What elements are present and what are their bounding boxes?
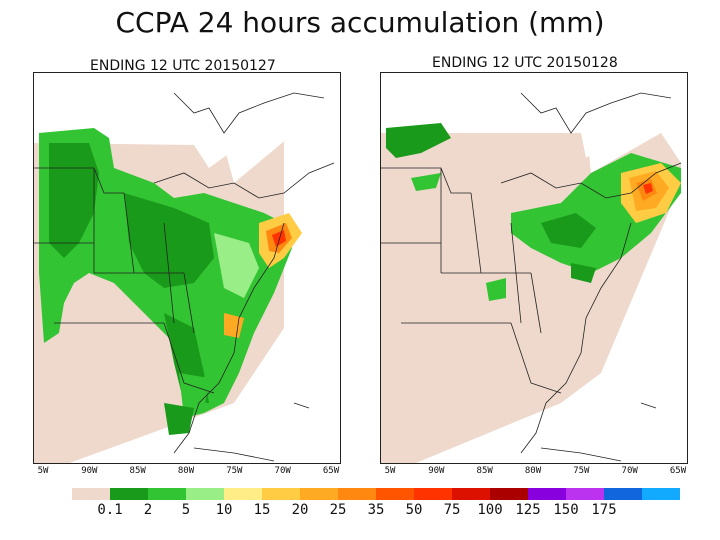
colorbar-label: 100 — [477, 502, 503, 518]
longitude-tick-label: 90W — [81, 466, 98, 476]
colorbar-swatch — [300, 488, 338, 500]
longitude-tick-label: 80W — [524, 466, 542, 476]
colorbar-label: 15 — [253, 502, 271, 518]
colorbar-swatch — [452, 488, 490, 500]
longitude-tick-label: 80W — [177, 466, 195, 476]
longitude-tick-label: 75W — [226, 466, 243, 476]
longitude-tick-label: 85W — [476, 466, 493, 476]
longitude-tick-label: 70W — [274, 466, 291, 476]
left-longitude-axis: 5W 90W 85W 80W 75W 70W 65W — [33, 466, 341, 478]
colorbar-swatch — [72, 488, 110, 500]
colorbar-swatch — [110, 488, 148, 500]
longitude-tick-label: 75W — [573, 466, 590, 476]
colorbar-label: 0.1 — [97, 502, 123, 518]
right-panel-label: ENDING 12 UTC 20150128 — [432, 55, 618, 71]
longitude-tick-label: 85W — [129, 466, 146, 476]
colorbar-label: 50 — [405, 502, 423, 518]
colorbar-swatch — [262, 488, 300, 500]
colorbar-swatch — [566, 488, 604, 500]
colorbar-swatch — [186, 488, 224, 500]
left-precip-map — [33, 72, 341, 464]
longitude-tick-label: 90W — [428, 466, 445, 476]
right-precip-map — [380, 72, 688, 464]
colorbar-swatch — [528, 488, 566, 500]
right-longitude-axis: 5W 90W 85W 80W 75W 70W 65W — [380, 466, 688, 478]
colorbar-labels: 0.1 2 5 10 15 20 25 35 50 75 100 125 150 175 — [72, 502, 648, 518]
colorbar-swatch — [604, 488, 642, 500]
colorbar-label: 20 — [291, 502, 309, 518]
right-map-graphic — [381, 73, 687, 463]
colorbar-swatch — [338, 488, 376, 500]
colorbar-label: 10 — [215, 502, 233, 518]
longitude-tick-label: 70W — [621, 466, 638, 476]
left-map-graphic — [34, 73, 340, 463]
colorbar-swatch — [376, 488, 414, 500]
colorbar-swatch — [414, 488, 452, 500]
colorbar-label: 125 — [515, 502, 541, 518]
colorbar-label: 35 — [367, 502, 385, 518]
colorbar-label: 25 — [329, 502, 347, 518]
colorbar-swatch — [224, 488, 262, 500]
colorbar-label: 150 — [553, 502, 579, 518]
precip-green-north — [386, 123, 451, 158]
colorbar-label: 75 — [443, 502, 461, 518]
precip-colorbar — [72, 488, 680, 500]
longitude-tick-label: 5W — [37, 466, 49, 476]
colorbar-swatch — [490, 488, 528, 500]
colorbar-swatch — [148, 488, 186, 500]
longitude-tick-label: 65W — [669, 466, 687, 476]
longitude-tick-label: 65W — [322, 466, 340, 476]
left-panel-label: ENDING 12 UTC 20150127 — [90, 58, 276, 74]
colorbar-label: 5 — [181, 502, 191, 518]
colorbar-label: 2 — [143, 502, 153, 518]
figure-title: CCPA 24 hours accumulation (mm) — [115, 6, 605, 39]
longitude-tick-label: 5W — [384, 466, 396, 476]
colorbar-swatch — [642, 488, 680, 500]
colorbar-label: 175 — [591, 502, 617, 518]
